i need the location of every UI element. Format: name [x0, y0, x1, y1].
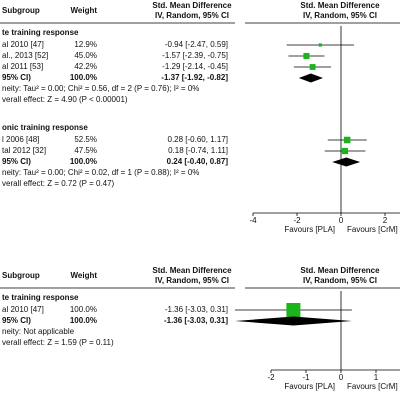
- study-marker: [343, 136, 351, 144]
- weight: 12.9%: [74, 40, 97, 49]
- heterogeneity: neity: Tau² = 0.00; Chi² = 0.02, df = 1 …: [2, 168, 199, 177]
- study: 95% CI): [2, 316, 31, 325]
- pooled-diamond: [298, 73, 323, 83]
- study-marker: [341, 147, 349, 155]
- study: al 2010 [47]: [2, 305, 44, 314]
- study-marker: [286, 303, 301, 317]
- group-title: te training response: [2, 293, 79, 302]
- study-marker: [303, 52, 310, 60]
- study-marker: [318, 43, 322, 47]
- study: al 2011 [53]: [2, 62, 43, 71]
- weight: 100.0%: [70, 305, 97, 314]
- overall-effect: verall effect: Z = 0.72 (P = 0.47): [2, 179, 115, 188]
- ci: 0.18 [-0.74, 1.11]: [168, 146, 228, 155]
- x-tick-label: 0: [339, 373, 344, 382]
- overall-effect: verall effect: Z = 1.59 (P = 0.11): [2, 338, 114, 347]
- weight: 100.0%: [70, 316, 97, 325]
- ci: 0.24 [-0.40, 0.87]: [167, 157, 229, 166]
- pooled-diamond: [332, 157, 361, 167]
- favours-right: Favours [CrM]: [347, 382, 398, 391]
- x-tick-label: 0: [339, 216, 344, 225]
- x-tick-label: -2: [267, 373, 275, 382]
- heterogeneity: neity: Not applicable: [2, 327, 75, 336]
- header-method: IV, Random, 95% CI: [155, 276, 229, 285]
- header-smd: Std. Mean Difference: [152, 266, 232, 275]
- favours-left: Favours [PLA]: [284, 382, 335, 391]
- overall-effect: verall effect: Z = 4.90 (P < 0.00001): [2, 95, 128, 104]
- ci: -1.29 [-2.14, -0.45]: [162, 62, 228, 71]
- header-method: IV, Random, 95% CI: [303, 11, 377, 20]
- study-marker: [309, 64, 316, 70]
- ci: 0.28 [-0.60, 1.17]: [168, 135, 229, 144]
- weight: 100.0%: [70, 73, 97, 82]
- x-tick-label: -2: [293, 216, 301, 225]
- header-smd: Std. Mean Difference: [152, 1, 232, 10]
- study: al 2010 [47]: [2, 40, 44, 49]
- weight: 45.0%: [74, 51, 97, 60]
- header-method: IV, Random, 95% CI: [303, 276, 377, 285]
- ci: -1.57 [-2.39, -0.75]: [162, 51, 228, 60]
- pooled-diamond: [234, 316, 352, 326]
- favours-right: Favours [CrM]: [347, 225, 398, 234]
- ci: -1.37 [-1.92, -0.82]: [161, 73, 228, 82]
- x-tick-label: -4: [249, 216, 257, 225]
- heterogeneity: neity: Tau² = 0.00; Chi² = 0.56, df = 2 …: [2, 84, 199, 93]
- group-title: te training response: [2, 28, 79, 37]
- favours-left: Favours [PLA]: [284, 225, 335, 234]
- header-method: IV, Random, 95% CI: [155, 11, 229, 20]
- header-subgroup: Subgroup: [2, 6, 40, 15]
- ci: -1.36 [-3.03, 0.31]: [165, 305, 228, 314]
- header-smd: Std. Mean Difference: [300, 266, 380, 275]
- study: al., 2013 [52]: [2, 51, 48, 60]
- study: 95% CI): [2, 73, 31, 82]
- weight: 47.5%: [74, 146, 97, 155]
- header-smd: Std. Mean Difference: [300, 1, 380, 10]
- ci: -0.94 [-2.47, 0.59]: [165, 40, 228, 49]
- group-title: onic training response: [2, 123, 88, 132]
- weight: 52.5%: [74, 135, 97, 144]
- study: 95% CI): [2, 157, 31, 166]
- x-tick-label: -1: [302, 373, 310, 382]
- ci: -1.36 [-3.03, 0.31]: [164, 316, 228, 325]
- header-weight: Weight: [70, 6, 97, 15]
- header-subgroup: Subgroup: [2, 271, 40, 280]
- weight: 100.0%: [70, 157, 97, 166]
- x-tick-label: 2: [383, 216, 388, 225]
- weight: 42.2%: [74, 62, 97, 71]
- study: l 2006 [48]: [2, 135, 39, 144]
- header-weight: Weight: [70, 271, 97, 280]
- x-tick-label: 1: [374, 373, 379, 382]
- study: tal 2012 [32]: [2, 146, 46, 155]
